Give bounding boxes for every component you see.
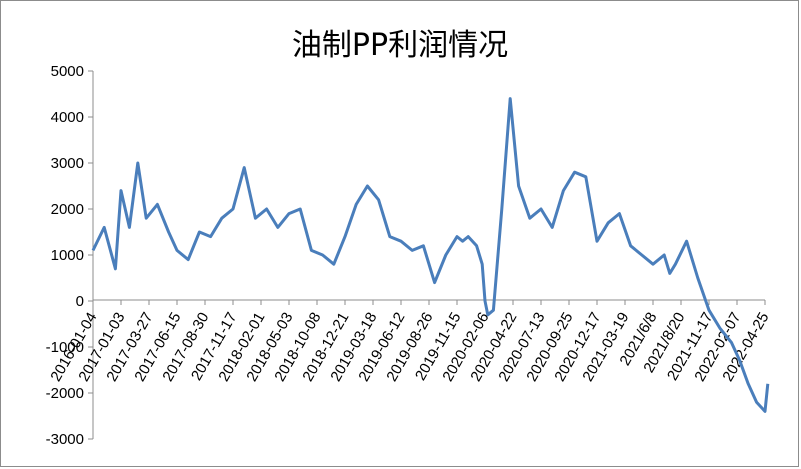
y-tick-label: 1000 (51, 247, 84, 264)
series-line (91, 97, 770, 413)
y-tick-label: 3000 (51, 155, 84, 172)
y-tick-label: -1000 (46, 339, 84, 356)
y-tick-label: 2000 (51, 201, 84, 218)
y-tick-label: 4000 (51, 109, 84, 126)
y-tick-label: -3000 (46, 431, 84, 448)
x-axis-ticks: 2016-01-042017-01-032017-03-272017-06-15… (47, 300, 772, 384)
y-axis-ticks: -3000 -2000 -1000 0 1000 2000 3000 4000 5000 (46, 63, 93, 448)
y-tick-label: 0 (76, 293, 84, 310)
chart-title: 油制PP利润情况 (292, 28, 508, 63)
y-tick-label: -2000 (46, 385, 84, 402)
y-tick-label: 5000 (51, 63, 84, 80)
